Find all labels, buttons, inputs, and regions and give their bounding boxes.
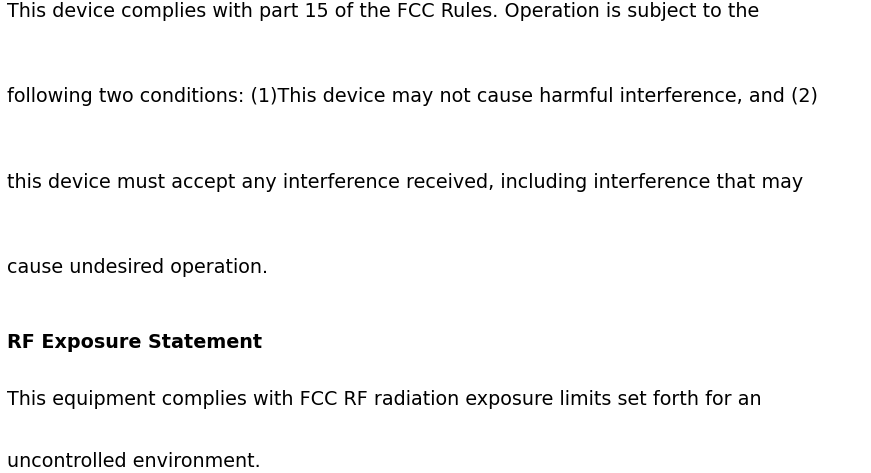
Text: This device complies with part 15 of the FCC Rules. Operation is subject to the: This device complies with part 15 of the… [7,2,760,21]
Text: this device must accept any interference received, including interference that m: this device must accept any interference… [7,173,803,192]
Text: This equipment complies with FCC RF radiation exposure limits set forth for an: This equipment complies with FCC RF radi… [7,390,761,409]
Text: uncontrolled environment.: uncontrolled environment. [7,452,260,471]
Text: following two conditions: (1)This device may not cause harmful interference, and: following two conditions: (1)This device… [7,88,818,106]
Text: RF Exposure Statement: RF Exposure Statement [7,333,262,352]
Text: cause undesired operation.: cause undesired operation. [7,258,268,277]
